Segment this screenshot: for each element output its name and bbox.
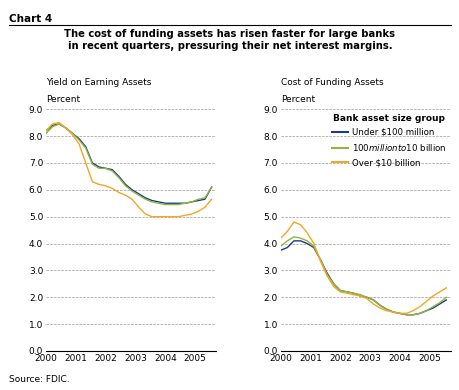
Text: Source: FDIC.: Source: FDIC. — [9, 375, 70, 384]
Text: The cost of funding assets has risen faster for large banks
in recent quarters, : The cost of funding assets has risen fas… — [64, 29, 395, 51]
Legend: Under $100 million, $100 million to $10 billion, Over $10 billion: Under $100 million, $100 million to $10 … — [331, 113, 446, 167]
Text: Percent: Percent — [46, 95, 80, 104]
Text: Chart 4: Chart 4 — [9, 14, 52, 24]
Text: Percent: Percent — [280, 95, 314, 104]
Text: Yield on Earning Assets: Yield on Earning Assets — [46, 78, 151, 87]
Text: Cost of Funding Assets: Cost of Funding Assets — [280, 78, 382, 87]
